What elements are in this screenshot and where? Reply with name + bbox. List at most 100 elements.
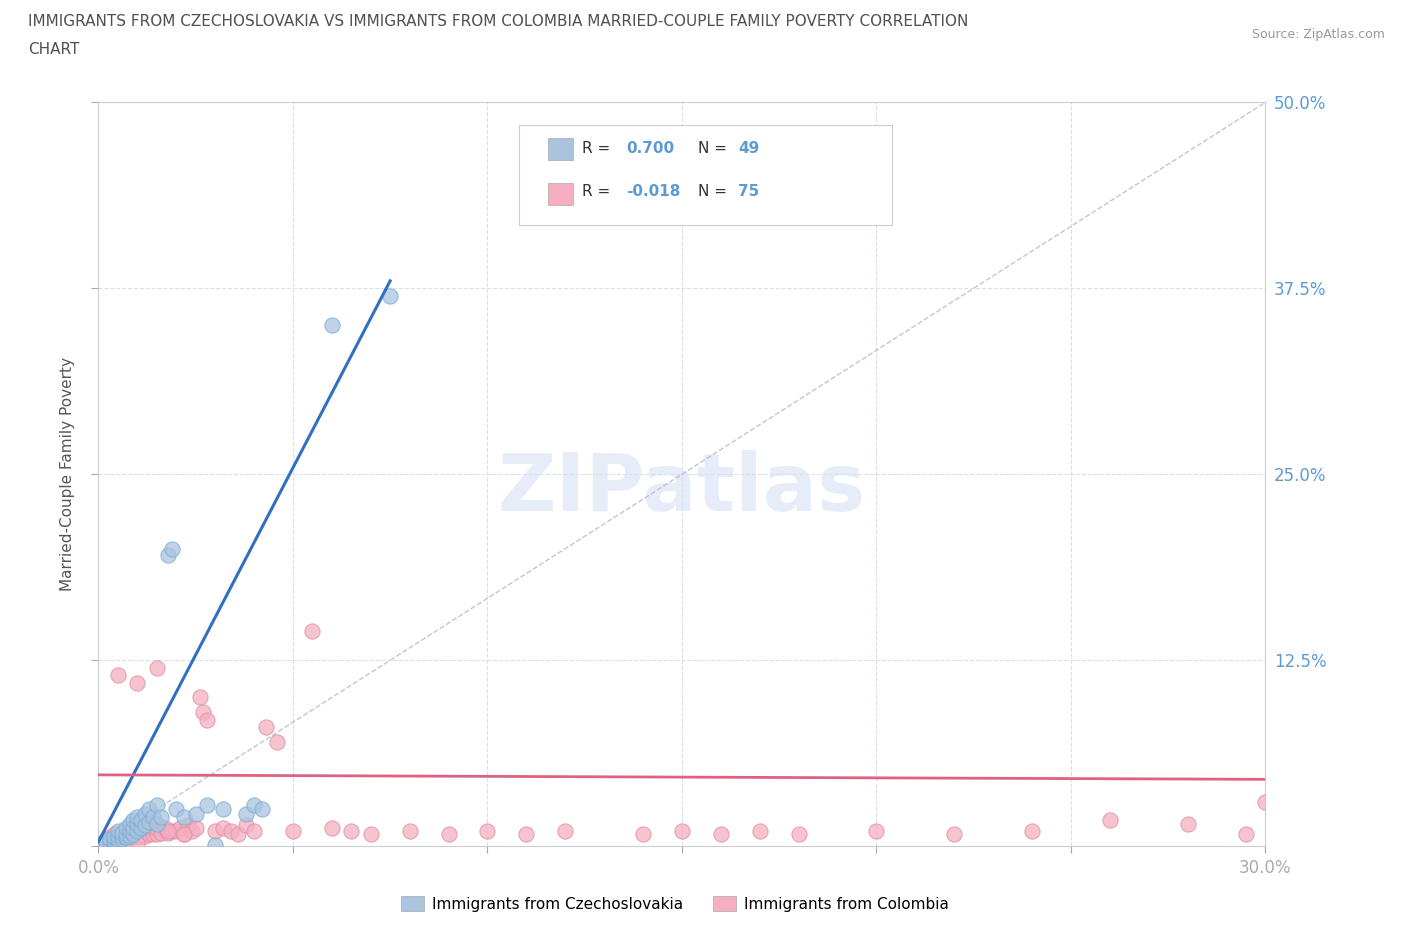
Point [631,827,654,842]
Point [127,817,149,831]
Point [1254,794,1277,809]
Point [107,834,129,849]
Point [321,318,343,333]
Text: Source: ZipAtlas.com: Source: ZipAtlas.com [1251,28,1385,41]
Point [219,824,242,839]
Point [173,827,195,842]
Text: CHART: CHART [28,42,80,57]
FancyBboxPatch shape [548,182,574,205]
Point [477,824,499,839]
Point [118,824,141,839]
Point [184,806,207,821]
Point [184,821,207,836]
Point [138,827,160,842]
Point [254,720,277,735]
Point [103,830,125,844]
Text: -0.018: -0.018 [626,184,681,199]
Point [118,829,141,844]
Point [188,690,211,705]
Point [787,827,810,842]
Point [235,806,257,821]
FancyBboxPatch shape [548,138,574,160]
Point [127,822,149,837]
Point [515,827,537,842]
Point [129,812,152,827]
Point [710,827,733,842]
Point [173,827,195,842]
Point [165,802,187,817]
Point [127,824,149,839]
Point [129,821,152,836]
Point [118,830,141,844]
Point [111,826,134,841]
Point [195,797,218,812]
Point [865,824,887,839]
Point [235,818,257,833]
Point [149,826,172,841]
Point [111,829,134,844]
Point [98,831,121,846]
Point [134,806,156,821]
Point [107,824,129,839]
Point [127,809,149,824]
Point [146,817,169,831]
Point [204,837,226,852]
Point [114,824,136,839]
Point [165,824,187,839]
Point [169,821,191,836]
Point [122,827,145,842]
Point [127,836,149,851]
Point [107,826,129,841]
Point [129,829,152,844]
Point [134,824,156,839]
Point [1021,824,1043,839]
Point [437,827,460,842]
Point [378,288,402,303]
Point [671,824,693,839]
Point [103,833,125,848]
Point [340,824,363,839]
Point [146,797,169,812]
Point [180,824,202,839]
Point [228,827,250,842]
Point [162,541,184,556]
Point [173,809,195,824]
Point [243,797,266,812]
Point [243,824,266,839]
Point [360,827,382,842]
Point [193,705,215,720]
Text: R =: R = [582,141,614,156]
Point [301,623,323,638]
Point [1098,812,1121,827]
Point [111,831,134,846]
Point [212,802,235,817]
Text: IMMIGRANTS FROM CZECHOSLOVAKIA VS IMMIGRANTS FROM COLOMBIA MARRIED-COUPLE FAMILY: IMMIGRANTS FROM CZECHOSLOVAKIA VS IMMIGR… [28,14,969,29]
Text: 75: 75 [738,184,759,199]
Point [943,827,966,842]
Point [142,809,165,824]
Point [127,829,149,844]
Point [134,818,156,833]
Y-axis label: Married-Couple Family Poverty: Married-Couple Family Poverty [60,357,75,591]
Point [96,831,118,846]
Point [138,815,160,830]
Point [195,712,218,727]
Point [146,827,169,842]
Text: 0.700: 0.700 [626,141,673,156]
Point [118,824,141,839]
Point [157,824,180,839]
Text: 49: 49 [738,141,759,156]
Point [177,818,200,833]
Point [122,821,145,836]
Point [134,829,156,844]
Point [107,829,129,844]
Point [398,824,420,839]
Point [107,831,129,846]
Point [266,735,288,750]
Point [153,821,176,836]
Point [157,547,180,562]
Legend: Immigrants from Czechoslovakia, Immigrants from Colombia: Immigrants from Czechoslovakia, Immigran… [395,889,955,918]
Point [146,660,169,675]
Point [114,821,136,836]
Point [250,802,273,817]
